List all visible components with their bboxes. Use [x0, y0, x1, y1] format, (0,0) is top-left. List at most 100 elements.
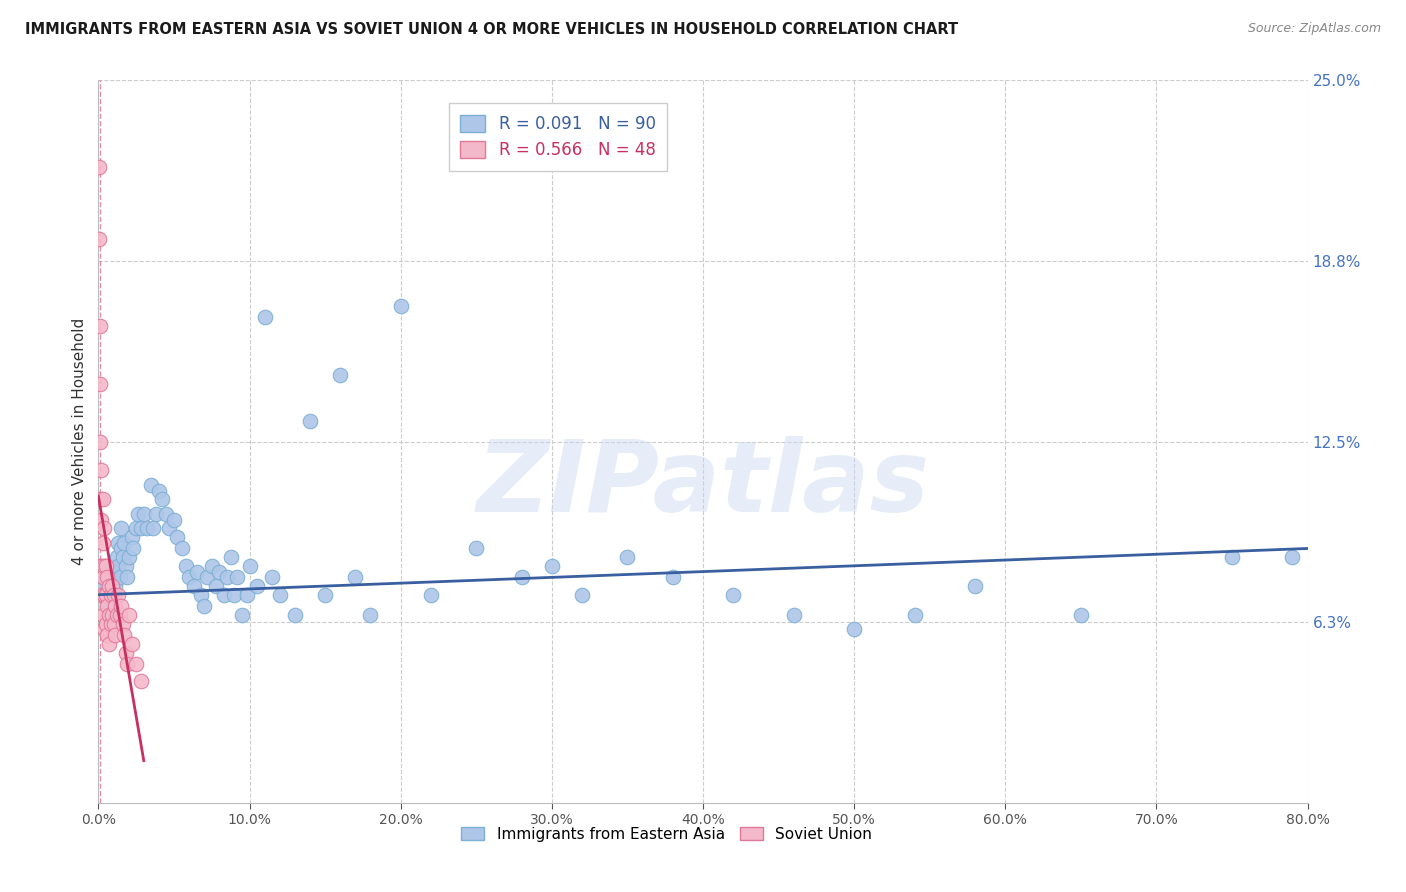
Point	[122, 541, 145, 556]
Point	[90, 512, 112, 526]
Point	[100, 593, 122, 607]
Point	[510, 570, 533, 584]
Point	[253, 310, 276, 325]
Point	[94, 616, 117, 631]
Point	[135, 521, 157, 535]
Point	[107, 535, 129, 549]
Point	[141, 478, 163, 492]
Point	[89, 232, 111, 246]
Point	[155, 507, 177, 521]
Point	[96, 570, 118, 584]
Point	[344, 570, 367, 584]
Point	[125, 657, 148, 671]
Point	[226, 570, 249, 584]
Point	[105, 550, 128, 565]
Point	[112, 628, 135, 642]
Point	[150, 492, 173, 507]
Point	[115, 657, 138, 671]
Point	[96, 599, 118, 614]
Point	[215, 570, 238, 584]
Point	[90, 463, 112, 477]
Y-axis label: 4 or more Vehicles in Household: 4 or more Vehicles in Household	[72, 318, 87, 566]
Point	[107, 588, 129, 602]
Point	[1281, 550, 1303, 565]
Point	[90, 570, 112, 584]
Point	[183, 579, 205, 593]
Point	[132, 507, 155, 521]
Point	[205, 579, 228, 593]
Point	[186, 565, 208, 579]
Point	[94, 558, 117, 573]
Point	[329, 368, 352, 382]
Point	[96, 599, 118, 614]
Point	[108, 607, 131, 622]
Point	[115, 570, 138, 584]
Point	[1220, 550, 1243, 565]
Point	[98, 637, 121, 651]
Point	[93, 558, 115, 573]
Point	[103, 570, 125, 584]
Point	[110, 541, 132, 556]
Point	[104, 599, 127, 614]
Point	[93, 588, 115, 602]
Point	[101, 565, 124, 579]
Point	[360, 607, 382, 622]
Point	[844, 623, 866, 637]
Point	[314, 588, 336, 602]
Point	[224, 588, 246, 602]
Point	[465, 541, 488, 556]
Point	[125, 521, 148, 535]
Point	[121, 530, 143, 544]
Point	[269, 588, 291, 602]
Point	[93, 521, 115, 535]
Point	[104, 599, 127, 614]
Point	[96, 584, 118, 599]
Text: Source: ZipAtlas.com: Source: ZipAtlas.com	[1247, 22, 1381, 36]
Point	[104, 579, 127, 593]
Point	[221, 550, 243, 565]
Point	[389, 299, 412, 313]
Point	[105, 607, 128, 622]
Point	[163, 512, 186, 526]
Point	[93, 579, 115, 593]
Point	[195, 570, 218, 584]
Point	[90, 558, 112, 573]
Point	[193, 599, 215, 614]
Point	[96, 628, 118, 642]
Point	[965, 579, 987, 593]
Point	[101, 579, 124, 593]
Point	[93, 558, 115, 573]
Point	[783, 607, 806, 622]
Point	[91, 588, 114, 602]
Point	[98, 576, 121, 591]
Point	[1070, 607, 1092, 622]
Point	[100, 570, 122, 584]
Point	[661, 570, 683, 584]
Legend: Immigrants from Eastern Asia, Soviet Union: Immigrants from Eastern Asia, Soviet Uni…	[454, 819, 880, 849]
Point	[98, 579, 121, 593]
Point	[201, 558, 224, 573]
Point	[103, 616, 125, 631]
Point	[94, 565, 117, 579]
Point	[142, 521, 165, 535]
Point	[91, 535, 114, 549]
Point	[101, 607, 124, 622]
Point	[571, 588, 593, 602]
Point	[114, 646, 136, 660]
Point	[98, 558, 121, 573]
Point	[93, 623, 115, 637]
Point	[107, 558, 129, 573]
Point	[101, 582, 124, 596]
Text: IMMIGRANTS FROM EASTERN ASIA VS SOVIET UNION 4 OR MORE VEHICLES IN HOUSEHOLD COR: IMMIGRANTS FROM EASTERN ASIA VS SOVIET U…	[25, 22, 959, 37]
Point	[129, 674, 152, 689]
Point	[111, 616, 134, 631]
Point	[105, 565, 128, 579]
Point	[112, 535, 135, 549]
Point	[127, 507, 149, 521]
Point	[89, 376, 111, 391]
Point	[170, 541, 193, 556]
Point	[89, 434, 111, 449]
Point	[118, 607, 141, 622]
Point	[239, 558, 262, 573]
Point	[231, 607, 253, 622]
